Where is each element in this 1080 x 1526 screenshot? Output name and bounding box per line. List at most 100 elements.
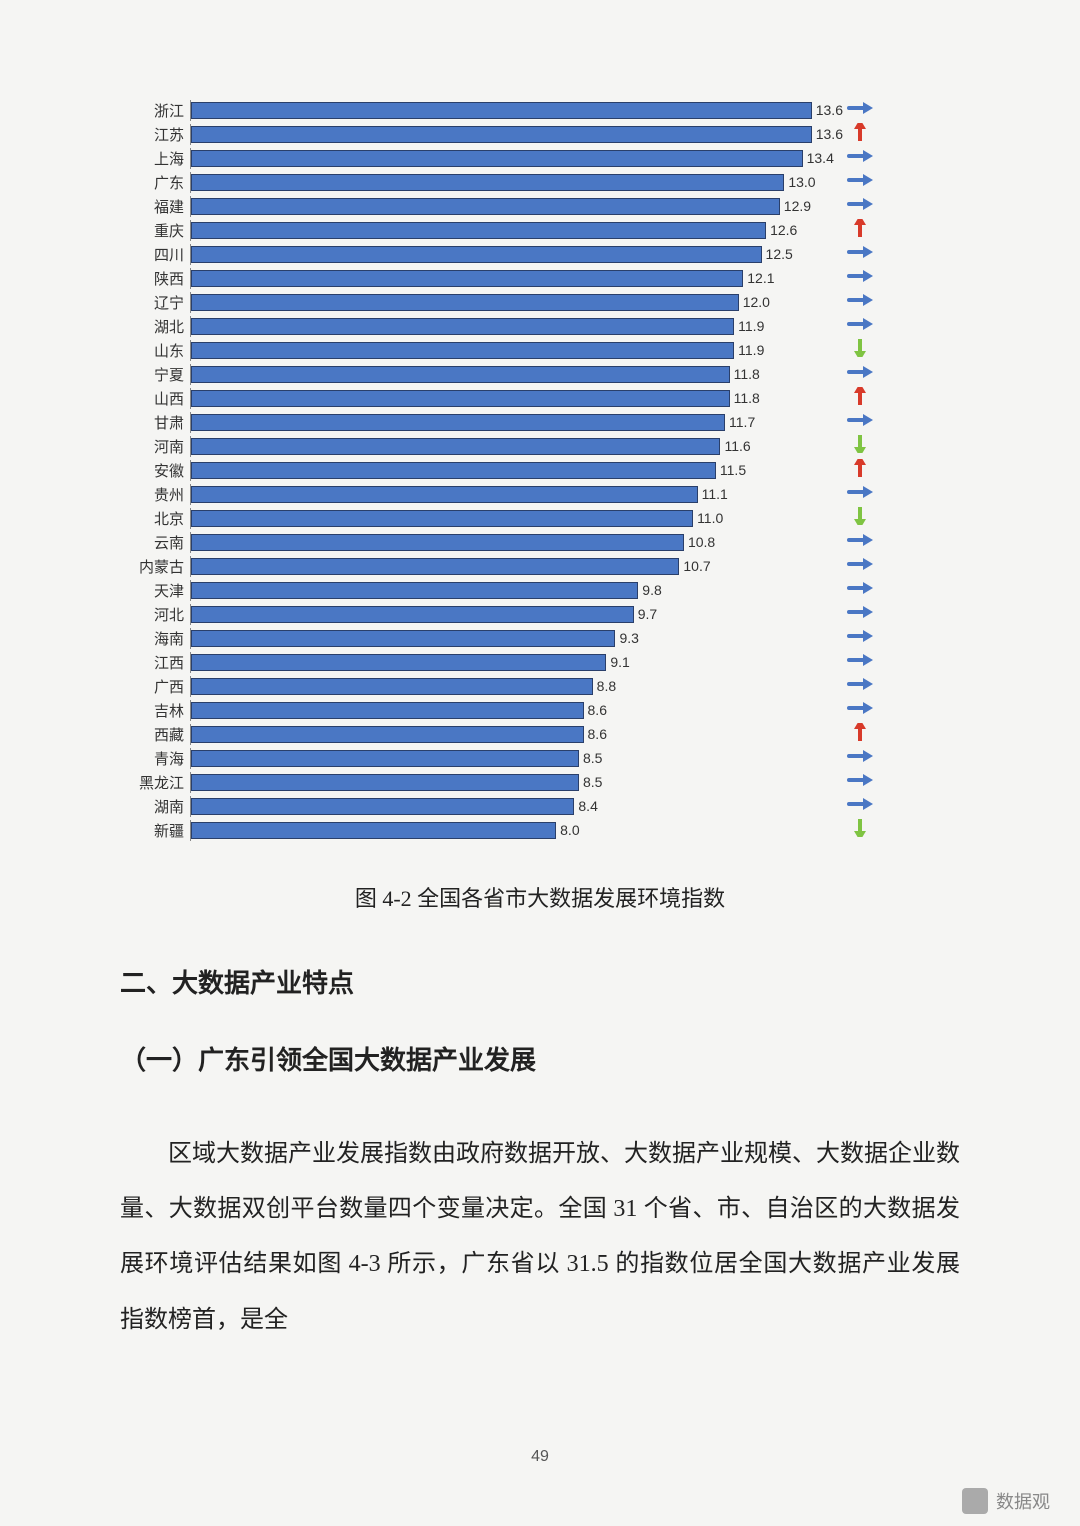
bar-row: 甘肃11.7 — [120, 412, 970, 433]
trend-arrow-icon — [847, 507, 873, 525]
bar-track: 12.5 — [190, 244, 830, 265]
bar — [191, 702, 584, 719]
value-label: 9.3 — [619, 630, 638, 646]
bar-track: 11.1 — [190, 484, 830, 505]
bar — [191, 246, 762, 263]
bar-row: 广西 8.8 — [120, 676, 970, 697]
category-label: 云南 — [120, 532, 190, 553]
bar-row: 陕西12.1 — [120, 268, 970, 289]
bar-row: 湖南8.4 — [120, 796, 970, 817]
value-label: 11.1 — [702, 486, 728, 502]
value-label: 12.6 — [770, 222, 797, 238]
bar — [191, 798, 574, 815]
trend-cell — [830, 603, 890, 626]
value-label: 8.8 — [597, 678, 616, 694]
category-label: 安徽 — [120, 460, 190, 481]
bar-row: 山东11.9 — [120, 340, 970, 361]
bar — [191, 582, 638, 599]
bar-track: 12.0 — [190, 292, 830, 313]
bar — [191, 534, 684, 551]
bar-track: 11.9 — [190, 316, 830, 337]
bar-row: 宁夏11.8 — [120, 364, 970, 385]
trend-arrow-icon — [847, 459, 873, 477]
bar-row: 贵州11.1 — [120, 484, 970, 505]
category-label: 河南 — [120, 436, 190, 457]
trend-arrow-icon — [847, 195, 873, 213]
trend-cell — [830, 651, 890, 674]
category-label: 重庆 — [120, 220, 190, 241]
trend-cell — [830, 387, 890, 410]
category-label: 福建 — [120, 196, 190, 217]
bar-track: 12.9 — [190, 196, 830, 217]
bar — [191, 510, 693, 527]
value-label: 11.5 — [720, 462, 746, 478]
trend-cell — [830, 147, 890, 170]
chart-caption: 图 4-2 全国各省市大数据发展环境指数 — [120, 881, 960, 913]
trend-cell — [830, 243, 890, 266]
bar — [191, 750, 579, 767]
value-label: 8.5 — [583, 774, 602, 790]
trend-cell — [830, 339, 890, 362]
value-label: 11.8 — [734, 390, 760, 406]
value-label: 8.5 — [583, 750, 602, 766]
bar — [191, 198, 780, 215]
bar-row: 青海8.5 — [120, 748, 970, 769]
bar — [191, 822, 556, 839]
body-paragraph: 区域大数据产业发展指数由政府数据开放、大数据产业规模、大数据企业数量、大数据双创… — [120, 1127, 960, 1348]
trend-arrow-icon — [847, 315, 873, 333]
trend-arrow-icon — [847, 291, 873, 309]
bar-track: 10.8 — [190, 532, 830, 553]
bar — [191, 126, 812, 143]
trend-cell — [830, 171, 890, 194]
value-label: 11.7 — [729, 414, 755, 430]
trend-cell — [830, 291, 890, 314]
trend-arrow-icon — [847, 435, 873, 453]
bar-chart: 浙江13.6 江苏13.6 上海13.4 广东13.0 福建12.9 重庆12.… — [120, 100, 970, 841]
trend-cell — [830, 459, 890, 482]
value-label: 9.8 — [642, 582, 661, 598]
value-label: 12.5 — [766, 246, 793, 262]
value-label: 10.7 — [683, 558, 710, 574]
value-label: 13.4 — [807, 150, 834, 166]
value-label: 12.0 — [743, 294, 770, 310]
bar-row: 吉林8.6 — [120, 700, 970, 721]
trend-cell — [830, 315, 890, 338]
category-label: 黑龙江 — [120, 772, 190, 793]
trend-cell — [830, 819, 890, 842]
bar — [191, 174, 784, 191]
bar-row: 天津9.8 — [120, 580, 970, 601]
bar — [191, 150, 803, 167]
trend-cell — [830, 195, 890, 218]
category-label: 山东 — [120, 340, 190, 361]
bar-row: 福建 12.9 — [120, 196, 970, 217]
bar-row: 黑龙江 8.5 — [120, 772, 970, 793]
bar-track: 13.6 — [190, 100, 830, 121]
value-label: 8.6 — [588, 702, 607, 718]
section-heading: 二、大数据产业特点 — [120, 963, 960, 1000]
bar-track: 8.5 — [190, 772, 830, 793]
bar-row: 重庆 12.6 — [120, 220, 970, 241]
bar-track: 11.5 — [190, 460, 830, 481]
bar-track: 13.0 — [190, 172, 830, 193]
value-label: 12.1 — [747, 270, 774, 286]
bar — [191, 102, 812, 119]
category-label: 广西 — [120, 676, 190, 697]
bar — [191, 318, 734, 335]
trend-arrow-icon — [847, 531, 873, 549]
trend-cell — [830, 579, 890, 602]
bar-track: 9.3 — [190, 628, 830, 649]
trend-arrow-icon — [847, 819, 873, 837]
bar-row: 安徽 11.5 — [120, 460, 970, 481]
category-label: 广东 — [120, 172, 190, 193]
bar-row: 云南10.8 — [120, 532, 970, 553]
category-label: 辽宁 — [120, 292, 190, 313]
category-label: 江苏 — [120, 124, 190, 145]
bar — [191, 270, 743, 287]
category-label: 河北 — [120, 604, 190, 625]
value-label: 12.9 — [784, 198, 811, 214]
value-label: 11.9 — [738, 318, 764, 334]
trend-arrow-icon — [847, 771, 873, 789]
bar — [191, 678, 593, 695]
category-label: 四川 — [120, 244, 190, 265]
bar-track: 11.6 — [190, 436, 830, 457]
